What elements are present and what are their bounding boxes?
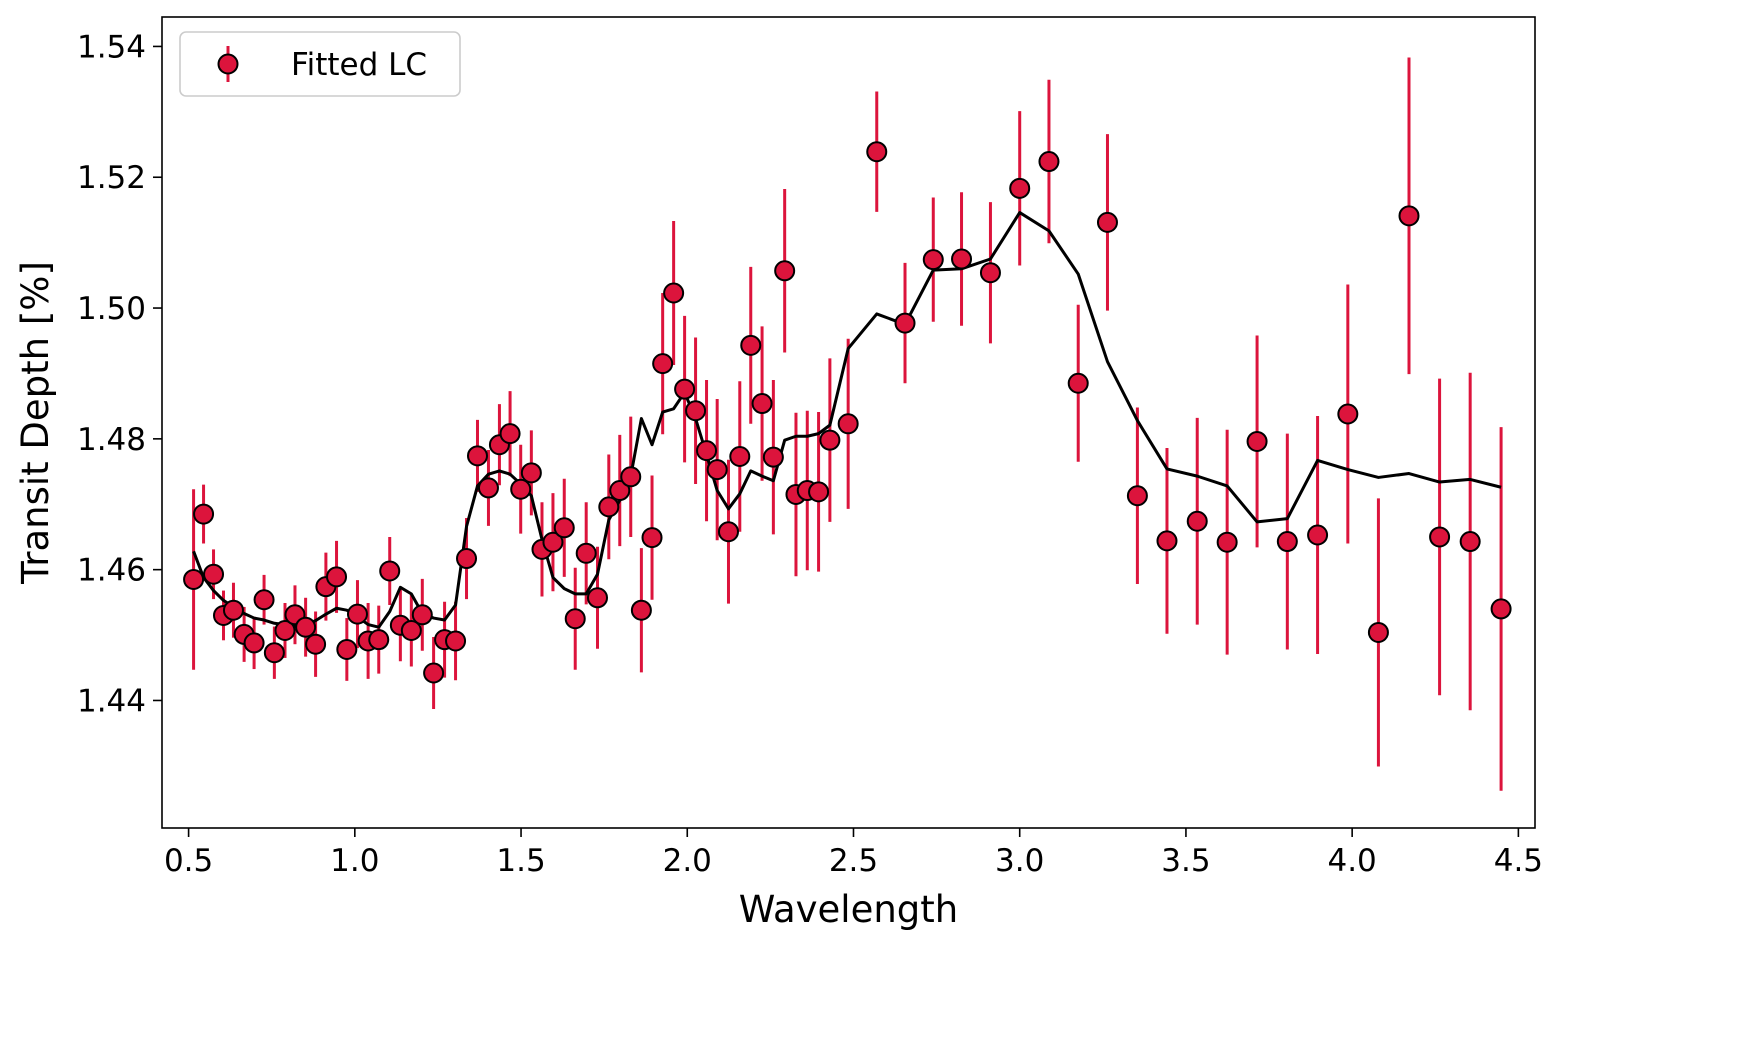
x-tick-label: 4.5 xyxy=(1494,843,1543,879)
data-point xyxy=(183,568,205,590)
x-tick-label: 1.5 xyxy=(496,843,545,879)
data-point xyxy=(243,632,265,654)
data-point xyxy=(305,633,327,655)
data-point xyxy=(740,334,762,356)
data-point xyxy=(222,599,244,621)
data-point xyxy=(819,429,841,451)
y-tick-label: 1.50 xyxy=(77,291,146,327)
data-point xyxy=(866,141,888,163)
legend-box xyxy=(179,31,461,97)
data-point xyxy=(774,260,796,282)
data-point xyxy=(456,548,478,570)
data-point xyxy=(1009,177,1031,199)
x-tick-label: 0.5 xyxy=(164,843,213,879)
data-point xyxy=(1067,372,1089,394)
plot-frame xyxy=(161,16,1536,829)
data-point xyxy=(510,478,532,500)
data-point xyxy=(203,563,225,585)
data-point xyxy=(423,662,445,684)
data-point xyxy=(1216,531,1238,553)
data-point xyxy=(542,531,564,553)
data-point xyxy=(575,542,597,564)
data-point xyxy=(979,262,1001,284)
data-point xyxy=(951,248,973,270)
data-point xyxy=(295,616,317,638)
data-point xyxy=(1398,205,1420,227)
legend-label: Fitted LC xyxy=(291,47,427,83)
data-point xyxy=(400,619,422,641)
data-point xyxy=(808,481,830,503)
data-point xyxy=(445,630,467,652)
x-axis-ticks: 0.5 1.0 1.5 2.0 2.5 3.0 3.5 4.0 4.5 xyxy=(164,828,1543,879)
data-point xyxy=(520,462,542,484)
data-point xyxy=(336,638,358,660)
data-point xyxy=(652,353,674,375)
data-point xyxy=(499,423,521,445)
x-tick-label: 2.5 xyxy=(829,843,878,879)
data-point xyxy=(1367,621,1389,643)
data-point xyxy=(641,527,663,549)
data-point xyxy=(1337,403,1359,425)
data-point xyxy=(717,521,739,543)
data-point xyxy=(1038,151,1060,173)
data-point xyxy=(609,480,631,502)
data-point xyxy=(663,282,685,304)
x-tick-label: 4.0 xyxy=(1327,843,1376,879)
data-point xyxy=(1429,526,1451,548)
y-axis-ticks: 1.44 1.46 1.48 1.50 1.52 1.54 xyxy=(77,29,162,719)
y-tick-label: 1.52 xyxy=(77,160,146,196)
data-point xyxy=(1126,485,1148,507)
y-tick-label: 1.48 xyxy=(77,422,146,458)
data-point xyxy=(1276,531,1298,553)
data-point xyxy=(751,393,773,415)
y-axis-title: Transit Depth [%] xyxy=(14,261,57,585)
data-point xyxy=(263,642,285,664)
y-tick-label: 1.54 xyxy=(77,29,146,65)
data-point xyxy=(587,587,609,609)
data-point xyxy=(411,604,433,626)
data-point xyxy=(346,603,368,625)
legend-marker xyxy=(217,53,239,75)
data-point xyxy=(685,400,707,422)
x-tick-label: 1.0 xyxy=(330,843,379,879)
data-point xyxy=(729,446,751,468)
data-point xyxy=(326,566,348,588)
data-point xyxy=(696,440,718,462)
data-point xyxy=(368,629,390,651)
data-point xyxy=(922,249,944,271)
data-point xyxy=(706,459,728,481)
x-tick-label: 3.5 xyxy=(1161,843,1210,879)
data-point xyxy=(1307,524,1329,546)
data-point xyxy=(553,517,575,539)
legend: Fitted LC xyxy=(179,31,461,97)
data-point xyxy=(274,619,296,641)
data-point xyxy=(379,560,401,582)
data-point xyxy=(1156,530,1178,552)
data-point xyxy=(564,608,586,630)
data-point xyxy=(1246,430,1268,452)
x-tick-label: 3.0 xyxy=(995,843,1044,879)
data-point xyxy=(477,477,499,499)
y-tick-label: 1.44 xyxy=(77,683,146,719)
y-tick-label: 1.46 xyxy=(77,553,146,589)
data-point xyxy=(1490,598,1512,620)
data-point xyxy=(1459,531,1481,553)
data-point xyxy=(193,503,215,525)
data-points xyxy=(183,141,1512,684)
data-point xyxy=(674,378,696,400)
data-point xyxy=(894,312,916,334)
data-point xyxy=(466,445,488,467)
x-tick-label: 2.0 xyxy=(663,843,712,879)
data-point xyxy=(253,589,275,611)
data-point xyxy=(1096,211,1118,233)
data-point xyxy=(620,466,642,488)
data-point xyxy=(837,413,859,435)
data-point xyxy=(630,599,652,621)
data-point xyxy=(762,446,784,468)
data-point xyxy=(598,496,620,518)
x-axis-title: Wavelength xyxy=(739,888,959,931)
data-point xyxy=(1186,510,1208,532)
